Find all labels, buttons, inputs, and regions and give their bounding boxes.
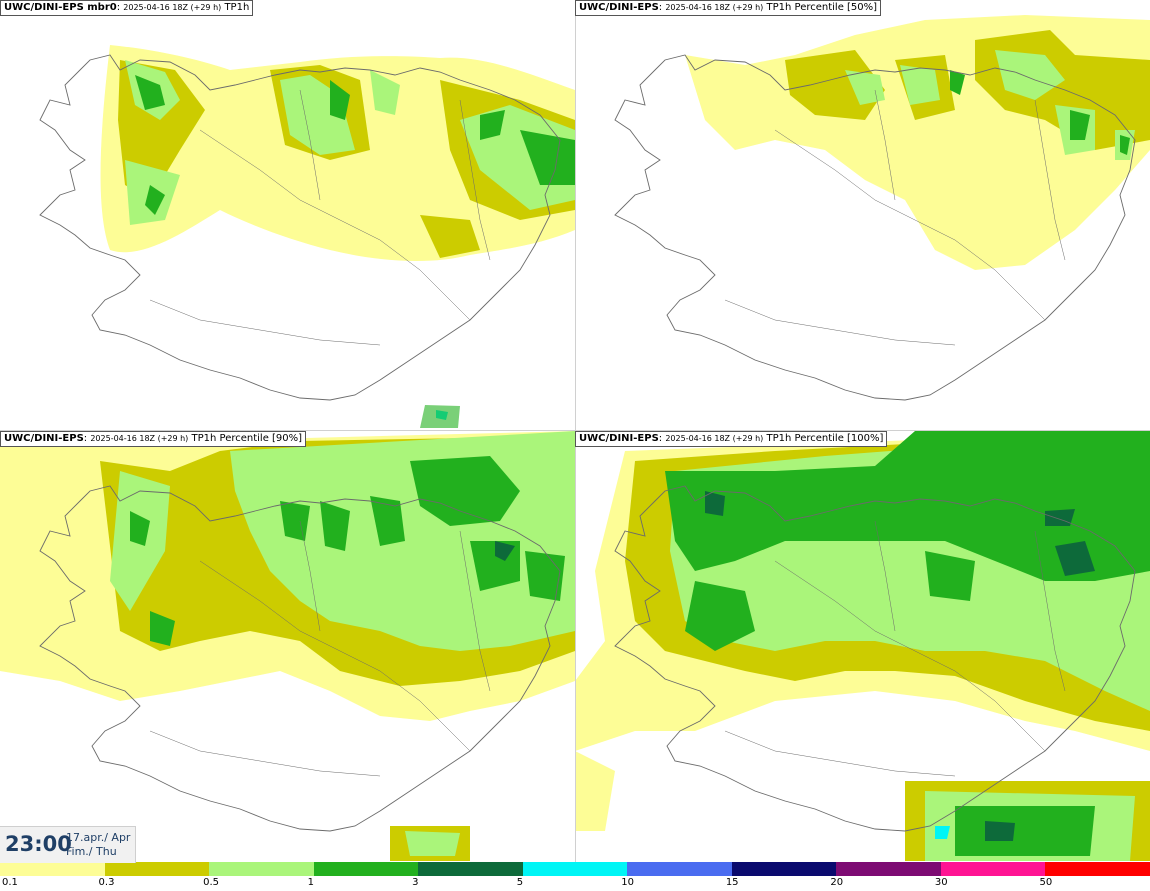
legend-label: 0.3 <box>98 877 115 888</box>
precip-field <box>575 431 1150 861</box>
iceland-coastline <box>614 54 1136 401</box>
precipitation-map <box>614 15 1150 401</box>
precipitation-map <box>575 431 1150 861</box>
panel-title: UWC/DINI-EPS mbr0: 2025-04-16 18Z (+29 h… <box>0 0 254 16</box>
map-panel-p50: UWC/DINI-EPS: 2025-04-16 18Z (+29 h) TP1… <box>575 0 1150 430</box>
legend-swatch <box>418 862 524 876</box>
valid-time: 23:00 <box>5 832 72 856</box>
valid-time-box: 23:00 17.apr./ Apr Fim./ Thu <box>0 826 136 863</box>
legend-swatch <box>1045 862 1150 876</box>
legend-label: 5 <box>516 877 524 888</box>
legend-label: 0.1 <box>2 877 18 888</box>
panel-title: UWC/DINI-EPS: 2025-04-16 18Z (+29 h) TP1… <box>575 431 888 447</box>
precipitation-map <box>39 45 575 428</box>
iceland-coastline <box>614 485 1136 832</box>
panel-title: UWC/DINI-EPS: 2025-04-16 18Z (+29 h) TP1… <box>0 431 307 447</box>
legend-label: 0.5 <box>203 877 219 888</box>
precip-field <box>685 15 1150 270</box>
iceland-coastline <box>39 485 561 832</box>
precipitation-map <box>0 431 575 861</box>
legend-label: 50 <box>1039 877 1053 888</box>
legend-swatch <box>522 862 628 876</box>
legend-label: 15 <box>725 877 739 888</box>
color-legend: 0.1 0.3 0.5 1 3 5 10 15 20 30 50 <box>0 862 1150 891</box>
legend-swatch <box>209 862 315 876</box>
valid-date: 17.apr./ Apr Fim./ Thu <box>66 831 130 859</box>
map-panel-p90: UWC/DINI-EPS: 2025-04-16 18Z (+29 h) TP1… <box>0 431 575 861</box>
valid-date-line2: Fim./ Thu <box>66 845 117 858</box>
legend-label: 1 <box>307 877 314 888</box>
valid-date-line1: 17.apr./ Apr <box>66 831 131 844</box>
map-panel-mbr0: UWC/DINI-EPS mbr0: 2025-04-16 18Z (+29 h… <box>0 0 575 430</box>
legend-swatch <box>836 862 942 876</box>
legend-label: 20 <box>830 877 844 888</box>
legend-label: 30 <box>934 877 948 888</box>
legend-swatch <box>313 862 419 876</box>
panel-divider <box>0 430 1150 431</box>
legend-swatch <box>731 862 837 876</box>
precip-field <box>100 45 575 428</box>
legend-label: 3 <box>412 877 419 888</box>
legend-swatch <box>627 862 733 876</box>
iceland-coastline <box>39 54 561 401</box>
map-panel-p100: UWC/DINI-EPS: 2025-04-16 18Z (+29 h) TP1… <box>575 431 1150 861</box>
legend-swatch <box>104 862 210 876</box>
panel-title: UWC/DINI-EPS: 2025-04-16 18Z (+29 h) TP1… <box>575 0 882 16</box>
precip-field <box>0 431 575 861</box>
legend-label: 10 <box>621 877 634 888</box>
legend-swatch <box>940 862 1046 876</box>
legend-swatch <box>0 862 105 876</box>
